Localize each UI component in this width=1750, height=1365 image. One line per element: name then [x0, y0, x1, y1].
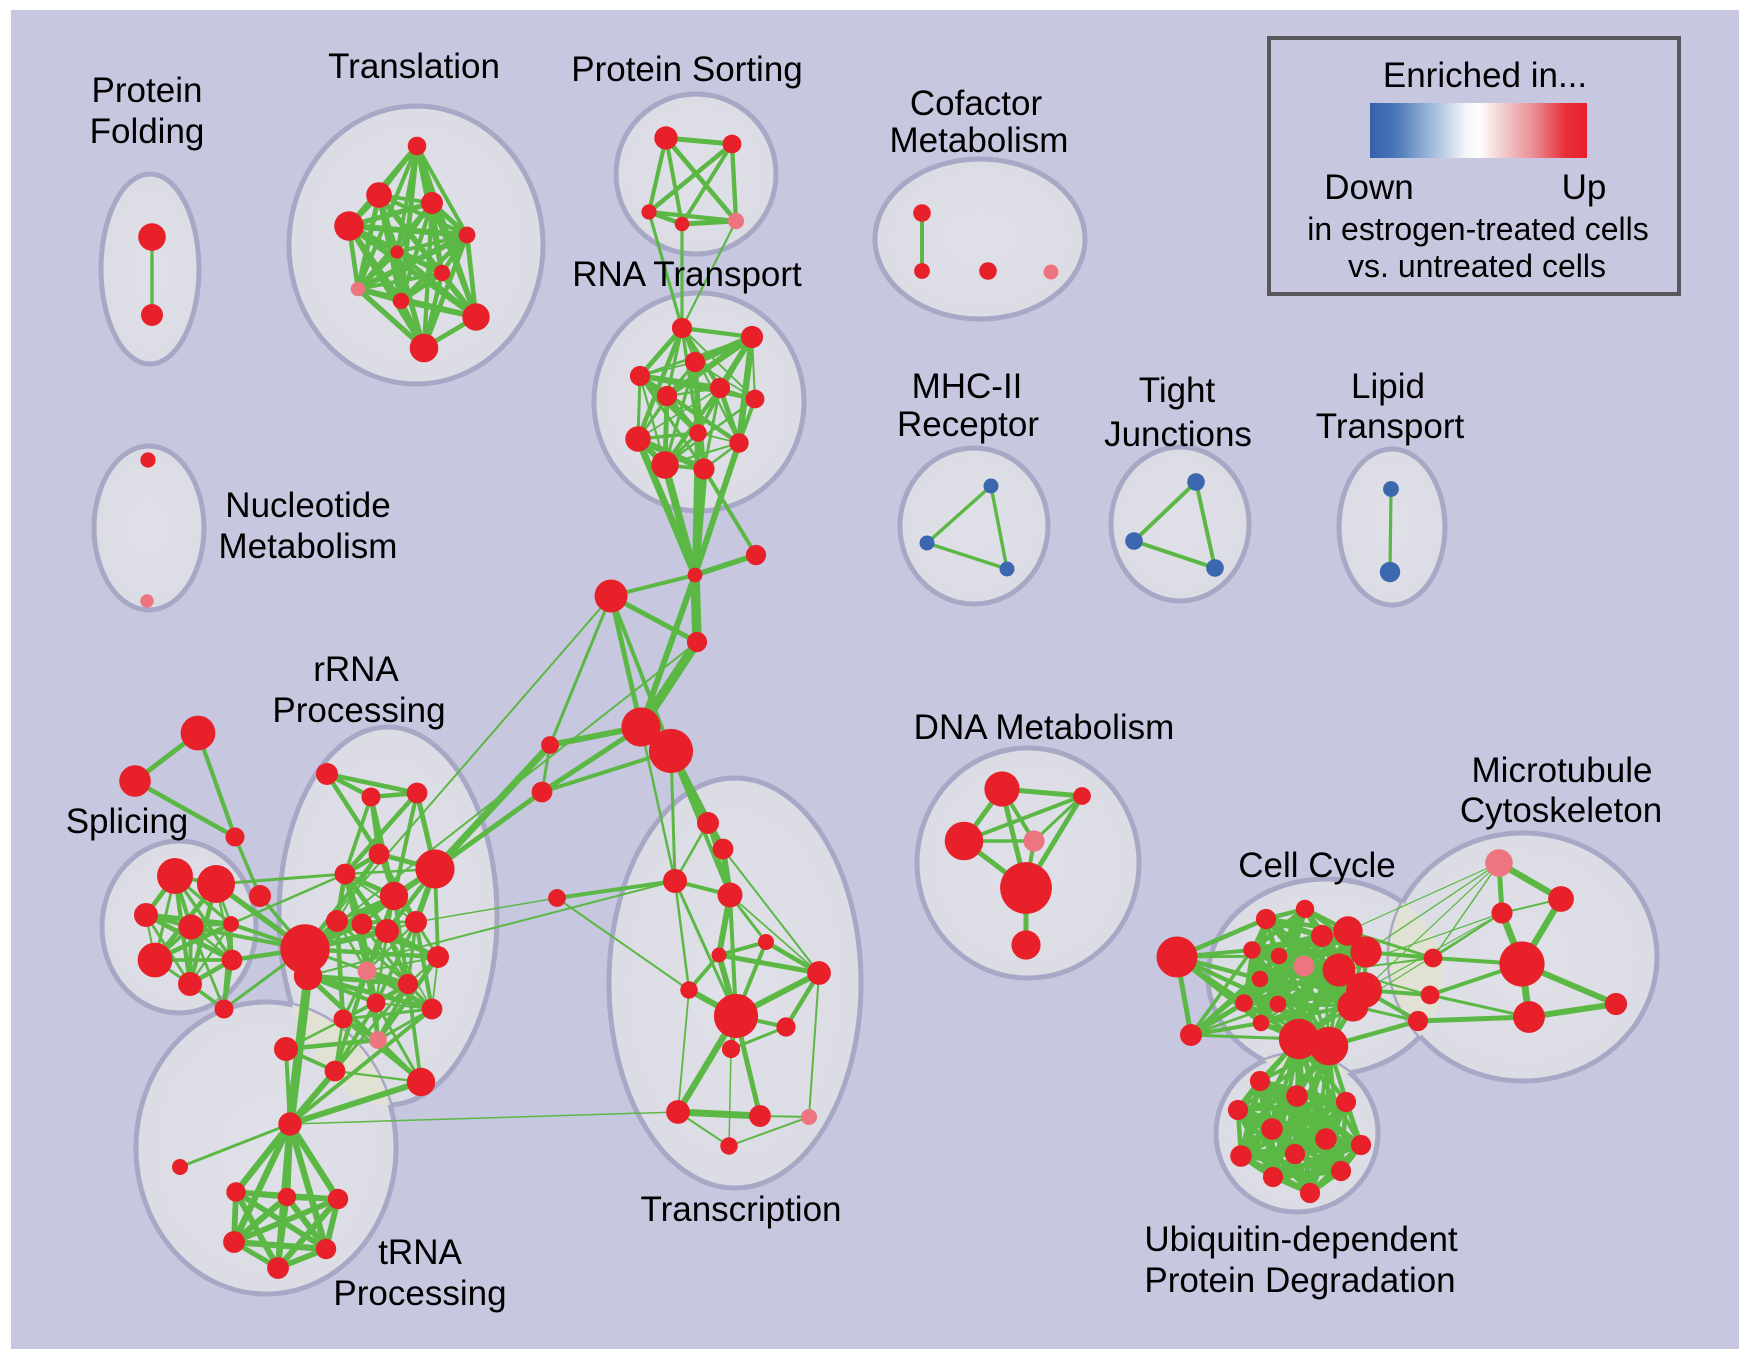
svg-text:vs. untreated cells: vs. untreated cells — [1348, 248, 1606, 284]
svg-text:Receptor: Receptor — [897, 405, 1039, 444]
svg-text:Splicing: Splicing — [66, 802, 189, 841]
svg-text:DNA Metabolism: DNA Metabolism — [914, 708, 1175, 747]
svg-text:Protein: Protein — [92, 71, 203, 110]
svg-text:in estrogen-treated cells: in estrogen-treated cells — [1307, 211, 1649, 247]
svg-text:MHC-II: MHC-II — [912, 367, 1023, 406]
svg-text:rRNA: rRNA — [313, 650, 399, 689]
svg-text:RNA Transport: RNA Transport — [572, 255, 802, 294]
svg-text:Up: Up — [1562, 168, 1607, 207]
svg-text:Transcription: Transcription — [641, 1190, 842, 1229]
svg-text:Nucleotide: Nucleotide — [225, 486, 390, 525]
svg-text:Ubiquitin-dependent: Ubiquitin-dependent — [1144, 1220, 1458, 1259]
svg-text:Down: Down — [1324, 168, 1413, 207]
svg-text:Translation: Translation — [328, 47, 500, 86]
svg-text:Metabolism: Metabolism — [890, 121, 1069, 160]
svg-text:Microtubule: Microtubule — [1472, 751, 1653, 790]
svg-text:Cytoskeleton: Cytoskeleton — [1460, 791, 1662, 830]
svg-text:Cofactor: Cofactor — [910, 84, 1043, 123]
svg-text:Processing: Processing — [272, 691, 445, 730]
svg-text:Protein Sorting: Protein Sorting — [571, 50, 803, 89]
svg-text:Junctions: Junctions — [1104, 415, 1252, 454]
svg-text:Processing: Processing — [333, 1274, 506, 1313]
svg-text:Cell Cycle: Cell Cycle — [1238, 846, 1396, 885]
svg-text:Lipid: Lipid — [1351, 367, 1425, 406]
svg-text:Protein Degradation: Protein Degradation — [1144, 1261, 1455, 1300]
svg-text:Metabolism: Metabolism — [219, 527, 398, 566]
svg-text:tRNA: tRNA — [378, 1233, 462, 1272]
svg-text:Tight: Tight — [1139, 371, 1216, 410]
svg-text:Transport: Transport — [1316, 407, 1465, 446]
svg-text:Enriched in...: Enriched in... — [1383, 56, 1587, 95]
svg-text:Folding: Folding — [90, 112, 205, 151]
